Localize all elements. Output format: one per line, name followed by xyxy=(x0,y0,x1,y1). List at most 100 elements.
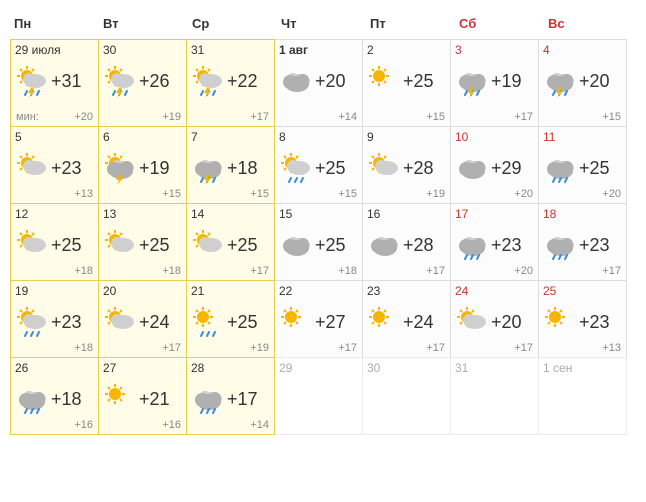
day-cell[interactable]: 20 +24+17 xyxy=(98,280,187,358)
cloud-storm-icon xyxy=(191,153,225,183)
weekday-header: Пт xyxy=(366,10,455,39)
temp-low: +18 xyxy=(74,342,93,354)
temp-low: +16 xyxy=(162,419,181,431)
temp-low: +19 xyxy=(426,188,445,200)
day-cell[interactable]: 6 +19+15 xyxy=(98,126,187,204)
date-label: 23 xyxy=(367,284,446,298)
temp-high: +25 xyxy=(403,71,434,92)
day-cell[interactable]: 18 +23+17 xyxy=(538,203,627,281)
date-label: 14 xyxy=(191,207,270,221)
sun-cloud-icon xyxy=(103,230,137,260)
day-cell[interactable]: 8 +25+15 xyxy=(274,126,363,204)
temp-high: +26 xyxy=(139,71,170,92)
day-body: +24 xyxy=(103,307,182,337)
temp-low: +18 xyxy=(162,265,181,277)
date-label: 5 xyxy=(15,130,94,144)
day-cell[interactable]: 30 +26+19 xyxy=(98,39,187,127)
temp-low: +15 xyxy=(250,188,269,200)
sun-storm-icon xyxy=(15,66,49,96)
temp-high: +23 xyxy=(579,235,610,256)
day-body: +21 xyxy=(103,384,182,414)
day-cell[interactable]: 19 +23+18 xyxy=(10,280,99,358)
day-cell[interactable]: 26 +18+16 xyxy=(10,357,99,435)
cloudy-icon xyxy=(367,230,401,260)
sun-icon xyxy=(103,384,137,414)
day-cell[interactable]: 29 июля +31+20мин: xyxy=(10,39,99,127)
day-body: +25 xyxy=(103,230,182,260)
sun-cloud-icon xyxy=(455,307,489,337)
day-body: +23 xyxy=(543,230,622,260)
day-cell[interactable]: 21 +25+19 xyxy=(186,280,275,358)
weekday-header: Вс xyxy=(544,10,633,39)
date-label: 4 xyxy=(543,43,622,57)
temp-low: +18 xyxy=(338,265,357,277)
day-cell[interactable]: 22 +27+17 xyxy=(274,280,363,358)
day-cell[interactable]: 31 +22+17 xyxy=(186,39,275,127)
temp-high: +18 xyxy=(227,158,258,179)
day-cell[interactable]: 24 +20+17 xyxy=(450,280,539,358)
temp-low: +20 xyxy=(74,111,93,123)
date-label: 30 xyxy=(103,43,182,57)
day-body: +24 xyxy=(367,307,446,337)
day-cell[interactable]: 27 +21+16 xyxy=(98,357,187,435)
sun-cloud-rain-icon xyxy=(15,307,49,337)
temp-low: +20 xyxy=(514,265,533,277)
day-cell: 31 xyxy=(450,357,539,435)
day-cell[interactable]: 25 +23+13 xyxy=(538,280,627,358)
temp-low: +17 xyxy=(514,342,533,354)
day-cell[interactable]: 9 +28+19 xyxy=(362,126,451,204)
day-cell[interactable]: 11 +25+20 xyxy=(538,126,627,204)
day-cell[interactable]: 15 +25+18 xyxy=(274,203,363,281)
temp-low: +20 xyxy=(602,188,621,200)
temp-high: +24 xyxy=(139,312,170,333)
date-label: 31 xyxy=(455,361,534,375)
day-cell[interactable]: 14 +25+17 xyxy=(186,203,275,281)
weekday-header: Чт xyxy=(277,10,366,39)
day-cell[interactable]: 2 +25+15 xyxy=(362,39,451,127)
date-label: 28 xyxy=(191,361,270,375)
temp-low: +13 xyxy=(74,188,93,200)
date-label: 12 xyxy=(15,207,94,221)
day-cell: 30 xyxy=(362,357,451,435)
date-label: 22 xyxy=(279,284,358,298)
cloud-rain-icon xyxy=(15,384,49,414)
date-label: 13 xyxy=(103,207,182,221)
temp-low: +15 xyxy=(602,111,621,123)
date-label: 29 июля xyxy=(15,43,94,57)
date-label: 19 xyxy=(15,284,94,298)
temp-high: +20 xyxy=(491,312,522,333)
temp-high: +19 xyxy=(139,158,170,179)
day-cell[interactable]: 13 +25 +18 xyxy=(98,203,187,281)
temp-high: +19 xyxy=(491,71,522,92)
temp-low: +17 xyxy=(426,265,445,277)
temp-high: +25 xyxy=(227,235,258,256)
day-cell[interactable]: 7 +18+15 xyxy=(186,126,275,204)
day-cell[interactable]: 10 +29+20 xyxy=(450,126,539,204)
day-body: +18 xyxy=(191,153,270,183)
day-cell[interactable]: 5 +23+13 xyxy=(10,126,99,204)
date-label: 2 xyxy=(367,43,446,57)
temp-high: +21 xyxy=(139,389,170,410)
day-cell[interactable]: 1 авг +20+14 xyxy=(274,39,363,127)
day-cell[interactable]: 12 +25+18 xyxy=(10,203,99,281)
temp-low: +15 xyxy=(162,188,181,200)
sun-storm-icon xyxy=(191,66,225,96)
temp-high: +25 xyxy=(51,235,82,256)
date-label: 8 xyxy=(279,130,358,144)
date-label: 15 xyxy=(279,207,358,221)
day-body: +23 xyxy=(455,230,534,260)
min-label: мин: xyxy=(16,111,39,123)
temp-low: +14 xyxy=(338,111,357,123)
day-cell[interactable]: 28 +17+14 xyxy=(186,357,275,435)
day-cell[interactable]: 3 +19+17 xyxy=(450,39,539,127)
date-label: 17 xyxy=(455,207,534,221)
sun-cloud-icon xyxy=(103,307,137,337)
day-cell[interactable]: 23 +24+17 xyxy=(362,280,451,358)
sun-rain-icon xyxy=(191,307,225,337)
temp-low: +15 xyxy=(338,188,357,200)
cloud-rain-icon xyxy=(191,384,225,414)
day-cell[interactable]: 17 +23 +20 xyxy=(450,203,539,281)
day-cell[interactable]: 16 +28+17 xyxy=(362,203,451,281)
day-cell[interactable]: 4 +20+15 xyxy=(538,39,627,127)
date-label: 10 xyxy=(455,130,534,144)
